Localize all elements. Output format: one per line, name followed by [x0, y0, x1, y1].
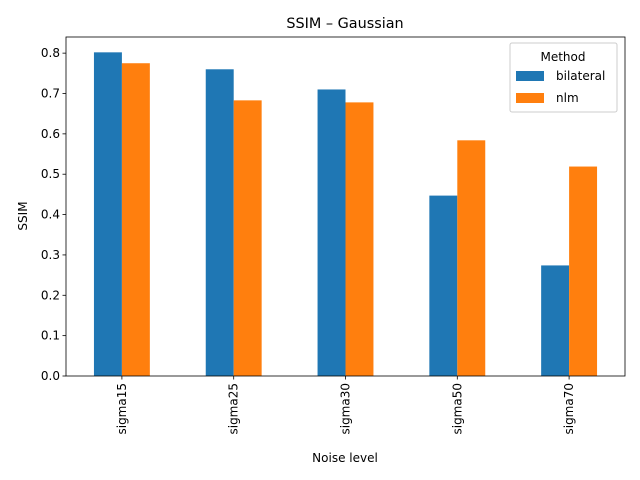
legend-label-nlm: nlm: [556, 91, 579, 105]
bar-nlm-sigma25: [233, 100, 262, 376]
x-axis: sigma15 sigma25 sigma30 sigma50 sigma70: [115, 376, 576, 435]
legend-swatch-bilateral: [516, 71, 544, 81]
plot-frame: [65, 36, 626, 377]
x-axis-label: Noise level: [312, 451, 378, 465]
x-tick-label: sigma30: [339, 383, 353, 435]
legend: Method bilateral nlm: [509, 42, 618, 113]
legend-swatch-nlm: [516, 93, 544, 103]
y-tick-label: 0.6: [41, 127, 60, 141]
bar-bilateral-sigma30: [317, 89, 346, 376]
bar-bilateral-sigma25: [205, 69, 234, 377]
y-tick-label: 0.0: [41, 369, 60, 383]
y-tick-label: 0.7: [41, 87, 60, 101]
bar-nlm-sigma50: [457, 140, 486, 376]
bar-bilateral-sigma70: [541, 265, 570, 376]
y-tick-label: 0.1: [41, 329, 60, 343]
y-axis-label: SSIM: [16, 201, 30, 230]
bar-nlm-sigma30: [345, 102, 374, 376]
x-tick-label: sigma15: [115, 383, 129, 435]
y-tick-label: 0.4: [41, 208, 60, 222]
y-tick-label: 0.5: [41, 167, 60, 181]
bar-nlm-sigma70: [569, 166, 598, 376]
chart-title: SSIM – Gaussian: [286, 16, 403, 32]
legend-title: Method: [540, 50, 585, 64]
x-tick-label: sigma70: [562, 383, 576, 435]
bars: [93, 52, 598, 377]
bar-bilateral-sigma50: [429, 195, 458, 376]
y-axis: 0.0 0.1 0.2 0.3 0.4 0.5 0.6 0.7 0.8: [41, 46, 66, 383]
legend-label-bilateral: bilateral: [556, 69, 605, 83]
bar-nlm-sigma15: [121, 63, 150, 376]
y-tick-label: 0.8: [41, 46, 60, 60]
x-tick-label: sigma50: [450, 383, 464, 435]
bar-bilateral-sigma15: [93, 52, 122, 376]
x-tick-label: sigma25: [227, 383, 241, 435]
y-tick-label: 0.2: [41, 288, 60, 302]
y-tick-label: 0.3: [41, 248, 60, 262]
